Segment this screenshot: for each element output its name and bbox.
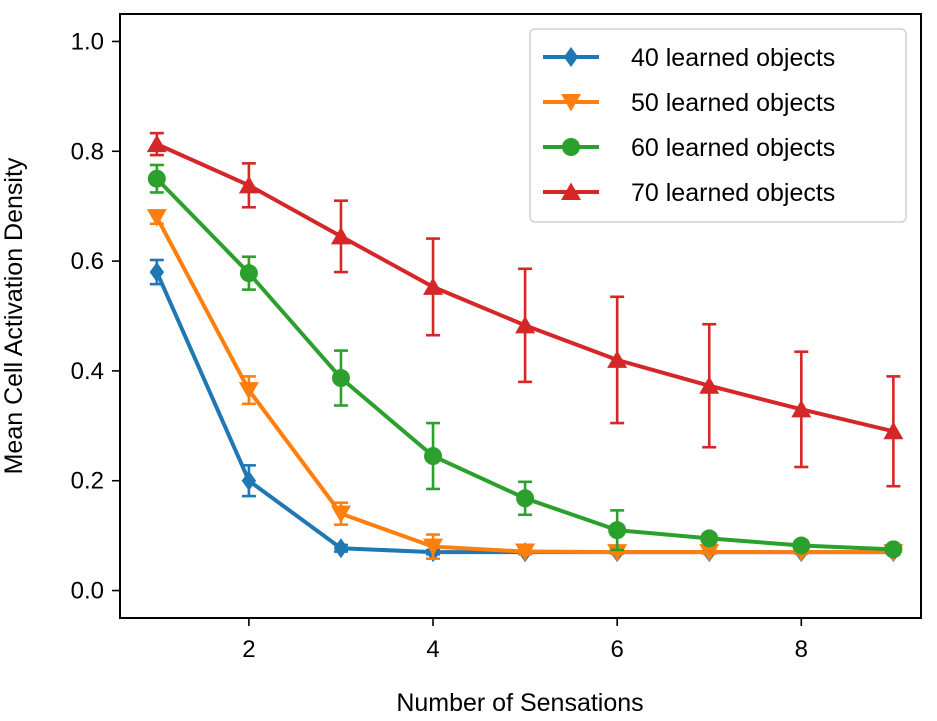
- data-point: [146, 134, 167, 153]
- legend-label: 70 learned objects: [631, 179, 835, 207]
- data-point: [149, 262, 165, 283]
- data-point: [239, 264, 258, 283]
- data-point: [146, 209, 167, 227]
- data-point: [883, 421, 904, 440]
- data-point: [700, 529, 719, 548]
- x-tick-label: 8: [795, 636, 808, 663]
- data-point: [699, 376, 720, 394]
- data-point: [607, 350, 628, 368]
- series-4: [146, 131, 904, 488]
- legend-label: 40 learned objects: [631, 44, 835, 72]
- data-point: [515, 543, 536, 562]
- x-axis: 2 4 6 8: [242, 618, 808, 663]
- legend-marker: [561, 182, 581, 200]
- y-tick-label: 0.8: [71, 138, 104, 165]
- y-tick-label: 1.0: [71, 28, 104, 55]
- data-point: [516, 489, 535, 508]
- y-tick-label: 0.4: [71, 358, 104, 385]
- data-point: [515, 315, 536, 334]
- data-point: [330, 505, 351, 524]
- y-tick-label: 0.6: [71, 248, 104, 275]
- legend-marker: [562, 138, 580, 156]
- data-point: [333, 538, 349, 559]
- y-tick-label: 0.2: [71, 468, 104, 495]
- legend-label: 60 learned objects: [631, 134, 835, 162]
- legend-box: [529, 28, 907, 223]
- data-point: [238, 175, 259, 194]
- y-axis-label: Mean Cell Activation Density: [0, 157, 28, 474]
- legend-marker: [561, 94, 581, 112]
- legend-marker: [563, 47, 579, 67]
- x-axis-label: Number of Sensations: [396, 689, 643, 717]
- data-point: [241, 470, 257, 491]
- data-point: [792, 536, 811, 555]
- y-tick-label: 0.0: [71, 578, 104, 605]
- data-point: [423, 277, 444, 295]
- x-tick-label: 4: [426, 636, 439, 663]
- data-point: [331, 369, 350, 388]
- series-layer: [146, 131, 904, 563]
- data-point: [330, 226, 351, 245]
- x-tick-label: 6: [610, 636, 623, 663]
- y-axis: 0.0 0.2 0.4 0.6 0.8 1.0: [71, 28, 120, 605]
- data-point: [238, 382, 259, 400]
- legend-label: 50 learned objects: [631, 89, 835, 117]
- x-tick-label: 2: [242, 636, 255, 663]
- data-point: [423, 538, 444, 557]
- series-3: [147, 163, 903, 559]
- legend-item: 50 learned objects: [543, 89, 835, 117]
- data-point: [884, 540, 903, 559]
- legend-item: 40 learned objects: [543, 44, 835, 72]
- data-point: [607, 544, 628, 562]
- data-point: [791, 399, 812, 418]
- legend-item: 70 learned objects: [543, 179, 835, 207]
- data-point: [424, 447, 443, 466]
- legend: 40 learned objects 50 learned objects 60 l…: [529, 28, 907, 223]
- data-point: [699, 544, 720, 562]
- data-point: [147, 169, 166, 188]
- data-point: [608, 521, 627, 540]
- legend-item: 60 learned objects: [543, 134, 835, 162]
